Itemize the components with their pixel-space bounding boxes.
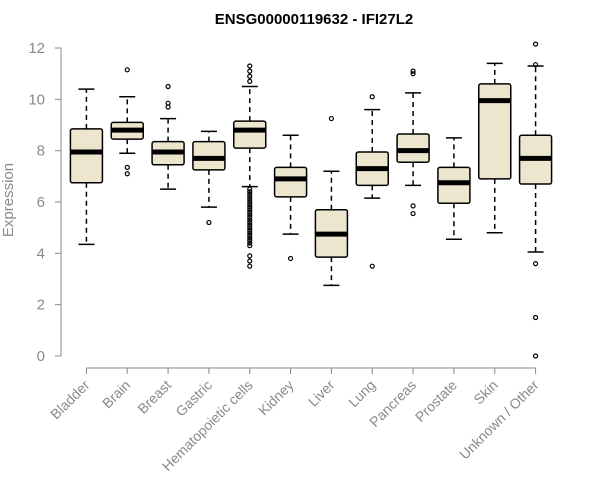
outlier-point [247,209,253,215]
outlier-point [410,210,416,217]
x-tick-label: Liver [305,377,338,410]
outlier-point [369,94,375,100]
outlier-point [532,41,539,47]
box-gastric [192,130,226,226]
outlier-point [165,100,171,106]
outlier-point [247,232,253,238]
box-hematopoietic-cells [233,63,267,269]
box-pancreas [396,68,430,217]
y-tick-label: 8 [37,143,45,160]
outlier-point [247,201,253,208]
outlier-point [532,353,539,359]
box-breast [151,83,185,190]
y-tick-label: 2 [37,297,45,314]
outlier-point [247,258,253,264]
outlier-point [247,230,253,236]
outlier-point [532,314,539,321]
outlier-point [369,263,375,269]
outlier-point [247,194,253,200]
outlier-point [247,73,253,79]
y-tick-label: 12 [28,40,45,57]
boxes [69,41,553,359]
outlier-point [247,207,253,213]
box-iqr [192,140,226,171]
outlier-point [532,261,539,267]
outlier-point [247,253,253,259]
outlier-point [247,219,253,226]
box-prostate [437,137,471,240]
outlier-point [247,68,253,74]
chart-title: ENSG00000119632 - IFI27L2 [215,11,413,28]
outlier-point [247,199,253,205]
box-iqr [273,166,308,198]
outlier-point [247,214,253,220]
y-axis: 0 2 4 6 8 10 12 [28,40,62,365]
outlier-point [206,219,212,226]
outlier-point [165,83,171,90]
y-tick-label: 10 [28,91,45,108]
outlier-point [247,186,253,192]
box-lung [355,94,389,269]
outlier-point [247,237,253,244]
x-tick-label: Breast [134,377,174,417]
outlier-point [247,63,253,69]
outlier-point [247,204,253,210]
outlier-point [247,240,253,246]
box-skin [478,62,512,234]
outlier-point [247,263,253,269]
outlier-point [410,203,416,209]
outlier-point [532,62,539,68]
outlier-point [247,217,253,223]
y-tick-label: 0 [37,348,45,365]
box-iqr [437,166,471,205]
box-brain [110,67,144,177]
x-tick-label: Skin [470,377,501,408]
x-tick-label: Brain [99,377,133,411]
outlier-point [124,164,130,170]
outlier-point [328,115,335,122]
x-tick-label: Prostate [412,377,460,425]
y-tick-label: 4 [37,245,45,262]
box-bladder [69,88,104,246]
x-tick-label: Kidney [255,377,297,419]
outlier-point [124,67,130,73]
box-liver [314,115,349,287]
outlier-point [247,225,253,231]
box-unknown-other [518,41,553,359]
box-iqr [396,133,430,163]
x-tick-label: Lung [345,377,378,410]
box-kidney [273,134,308,262]
outlier-point [410,71,416,77]
outlier-point [410,68,416,74]
outlier-point [247,243,253,249]
box-iqr [69,128,104,184]
outlier-point [124,171,130,177]
outlier-point [247,222,253,228]
outlier-point [247,191,253,197]
x-tick-label: Bladder [47,377,93,423]
box-iqr [233,120,267,149]
outlier-point [287,255,294,262]
outlier-point [247,227,253,233]
y-axis-label: Expression [0,163,17,237]
box-iqr [478,83,512,180]
outlier-point [247,235,253,241]
outlier-point [247,212,253,218]
outlier-point [247,196,253,203]
outlier-point [247,78,253,84]
outlier-point [247,189,253,195]
y-tick-label: 6 [37,194,45,211]
